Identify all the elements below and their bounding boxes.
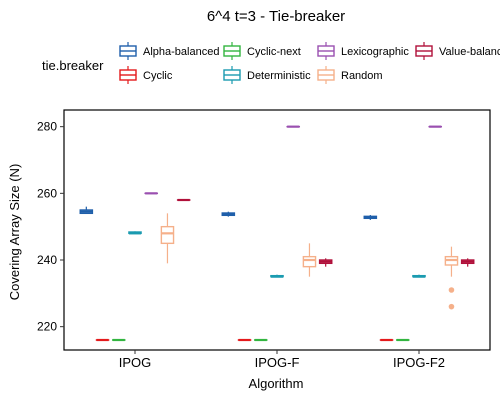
legend-label: Alpha-balanced <box>143 46 219 58</box>
legend-label: Cyclic-next <box>247 46 301 58</box>
box-random <box>444 246 459 310</box>
legend-label: Cyclic <box>143 70 173 82</box>
legend: Alpha-balanced Cyclic Cyclic-next Determini… <box>119 42 500 84</box>
box-alpha-balanced <box>79 206 94 215</box>
chart-title: 6^4 t=3 - Tie-breaker <box>207 8 345 25</box>
legend-item-random: Random <box>317 66 383 84</box>
box-outlier <box>448 287 455 293</box>
box-body <box>302 255 317 268</box>
x-tick-label: IPOG-F <box>255 355 300 370</box>
legend-title: tie.breaker <box>42 58 104 73</box>
legend-item-deterministic: Deterministic <box>223 66 311 84</box>
box-deterministic <box>128 231 142 235</box>
legend-item-alpha-balanced: Alpha-balanced <box>119 42 219 60</box>
box-deterministic <box>412 274 426 278</box>
box-alpha-balanced <box>221 211 236 217</box>
box-alpha-balanced <box>363 215 378 220</box>
x-tick-label: IPOG <box>119 355 152 370</box>
legend-label: Deterministic <box>247 70 311 82</box>
box-random <box>160 213 175 264</box>
x-axis-label: Algorithm <box>249 376 304 391</box>
legend-label: Random <box>341 70 383 82</box>
legend-item-cyclic: Cyclic <box>119 66 173 84</box>
box-value-balanced <box>318 258 333 267</box>
y-axis-label: Covering Array Size (N) <box>7 164 22 301</box>
box-outlier <box>448 303 455 310</box>
box-body <box>160 225 175 245</box>
legend-item-cyclic-next: Cyclic-next <box>223 42 301 60</box>
plot-border <box>63 109 491 351</box>
box-deterministic <box>270 274 284 278</box>
legend-item-value-balanced: Value-balanced <box>415 42 500 60</box>
legend-item-lexicographic: Lexicographic <box>317 42 409 60</box>
y-tick-label: 280 <box>37 120 57 134</box>
y-tick-label: 240 <box>37 253 57 267</box>
plot-area: 220 240 260 280 IPOG IPOG-F IPOG-F2 <box>37 109 491 370</box>
x-tick-label: IPOG-F2 <box>393 355 445 370</box>
box-value-balanced <box>460 258 475 267</box>
legend-label: Lexicographic <box>341 46 409 58</box>
legend-label: Value-balanced <box>439 46 500 58</box>
y-tick-label: 260 <box>37 186 57 200</box>
y-tick-label: 220 <box>37 320 57 334</box>
box-random <box>302 243 317 277</box>
